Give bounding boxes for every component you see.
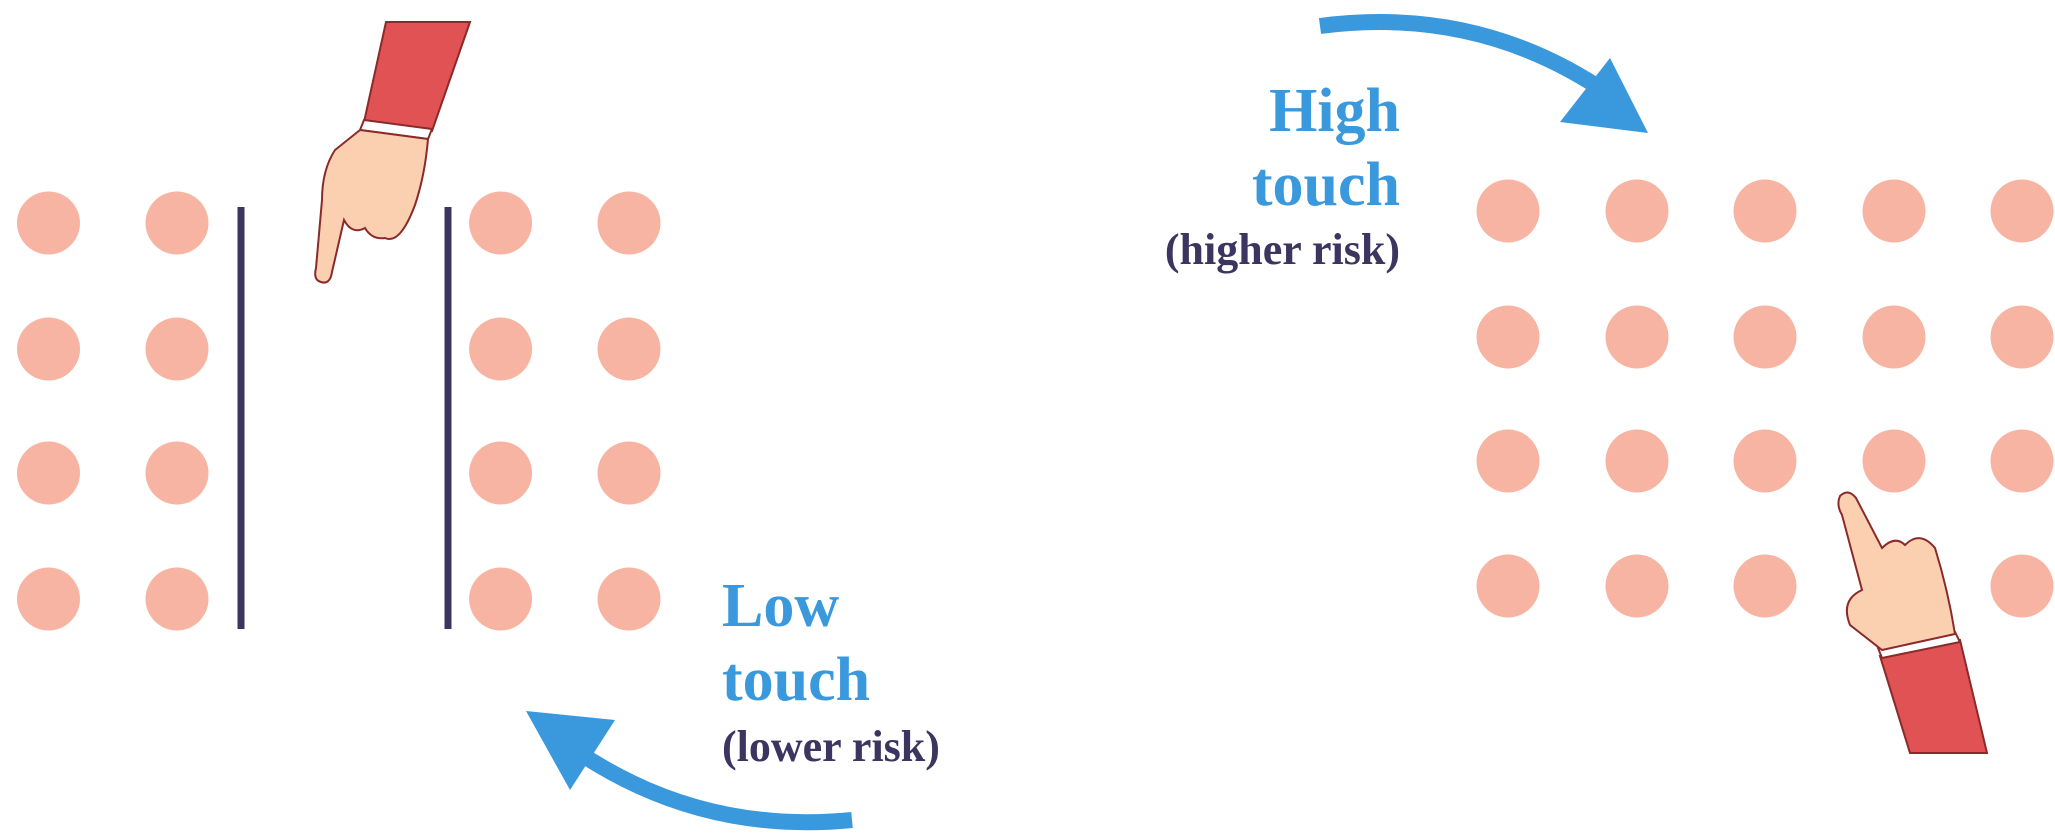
person-dot [1606, 430, 1669, 493]
person-dot [598, 192, 661, 255]
person-dot [1863, 306, 1926, 369]
label-high: High [1269, 77, 1400, 145]
person-dot [1734, 180, 1797, 243]
label-risk: (higher risk) [1165, 225, 1400, 274]
arrow-head [526, 711, 615, 790]
person-dot [469, 568, 532, 631]
person-dot [17, 318, 80, 381]
person-dot [1477, 180, 1540, 243]
person-dot [146, 192, 209, 255]
label-touch: touch [1252, 151, 1400, 219]
person-dot [1734, 306, 1797, 369]
person-dot [1606, 306, 1669, 369]
person-dot [146, 442, 209, 505]
person-dot [146, 568, 209, 631]
person-dot [17, 568, 80, 631]
person-dot [598, 568, 661, 631]
person-dot [1477, 430, 1540, 493]
person-dot [1606, 180, 1669, 243]
person-dot [1606, 555, 1669, 618]
person-dot [17, 192, 80, 255]
person-dot [469, 318, 532, 381]
person-dot [17, 442, 80, 505]
person-dot [1477, 306, 1540, 369]
person-dot [1863, 430, 1926, 493]
person-dot [1863, 180, 1926, 243]
person-dot [598, 318, 661, 381]
label-risk: (lower risk) [722, 722, 940, 771]
person-dot [1991, 306, 2054, 369]
label-touch: touch [722, 646, 870, 714]
person-dot [146, 318, 209, 381]
person-dot [469, 442, 532, 505]
person-dot [1477, 555, 1540, 618]
diagram: High touch (higher risk) Low touch (lowe… [0, 0, 2055, 833]
person-dot [1991, 555, 2054, 618]
person-dot [1991, 430, 2054, 493]
hand-bottom [1838, 492, 1987, 753]
person-dot [469, 192, 532, 255]
label-low: Low [722, 572, 839, 640]
person-dot [1734, 555, 1797, 618]
person-dot [1734, 430, 1797, 493]
page: High touch (higher risk) Low touch (lowe… [0, 0, 2055, 833]
person-dot [598, 442, 661, 505]
person-dot [1991, 180, 2054, 243]
